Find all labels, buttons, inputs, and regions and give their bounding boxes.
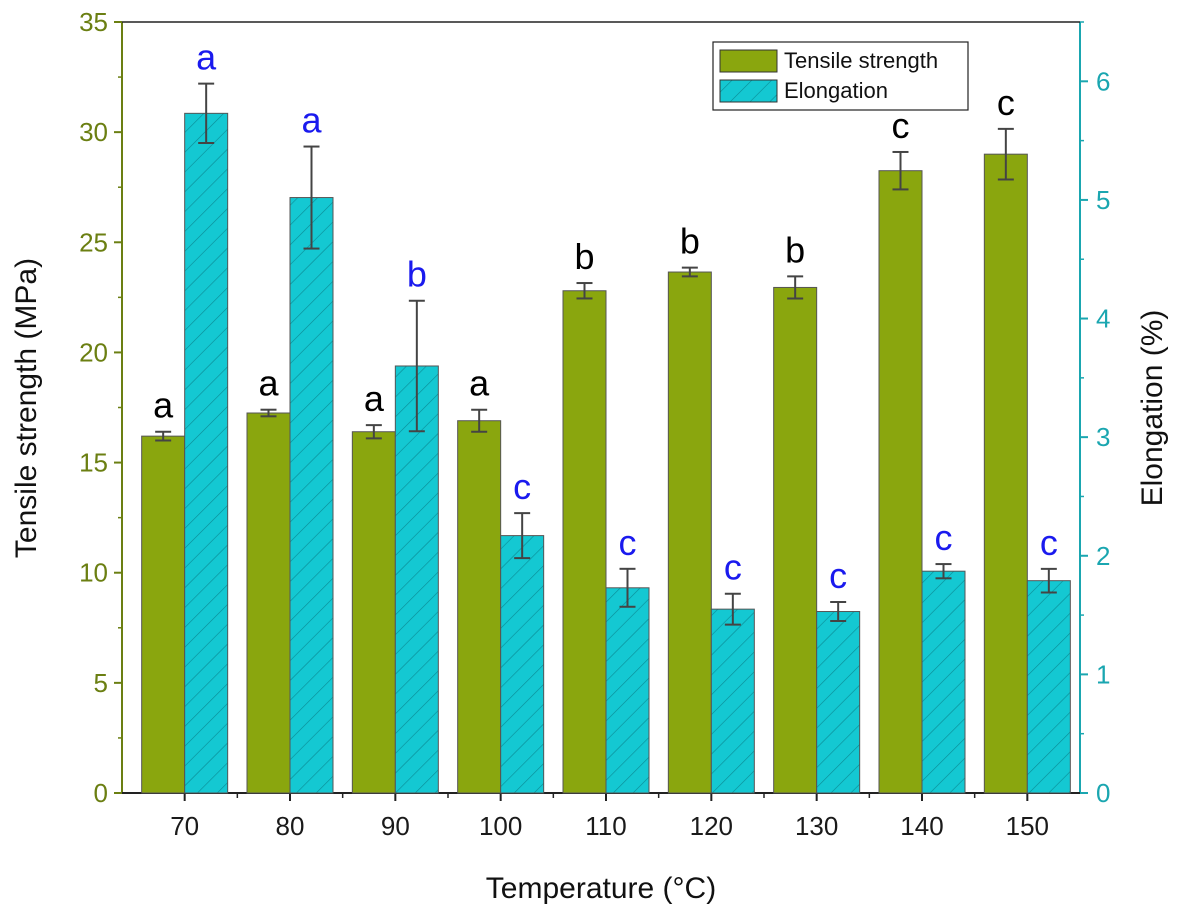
y-tick-label-right-1: 1 [1096,659,1110,689]
bar-elongation-140 [921,570,966,794]
x-tick-label-90: 90 [381,811,410,841]
bar-elongation-90 [394,365,439,794]
legend-swatch-elongation [719,79,778,103]
legend-label-elongation: Elongation [784,78,888,103]
sig-label-elongation-90: b [407,254,427,295]
y-tick-label-right-5: 5 [1096,185,1110,215]
y-tick-label-left-5: 5 [94,668,108,698]
legend-label-tensile-strength: Tensile strength [784,48,938,73]
y-axis-title-left: Tensile strength (MPa) [10,258,43,558]
legend-swatch-tensile-strength [719,49,778,73]
y-axis-title-right: Elongation (%) [1136,310,1169,507]
x-tick-label-100: 100 [479,811,522,841]
x-tick-label-130: 130 [795,811,838,841]
sig-label-tensile-strength-120: b [680,221,700,262]
sig-label-elongation-80: a [301,100,322,141]
x-tick-label-150: 150 [1006,811,1049,841]
sig-label-elongation-100: c [513,466,531,507]
x-tick-label-140: 140 [900,811,943,841]
bar-tensile-strength-100 [457,420,502,794]
x-tick-label-70: 70 [170,811,199,841]
y-tick-label-left-35: 35 [79,7,108,37]
bar-tensile-strength-120 [667,271,712,794]
sig-label-tensile-strength-100: a [469,363,490,404]
bar-tensile-strength-140 [878,170,923,794]
bar-tensile-strength-130 [773,286,818,794]
y-tick-label-left-25: 25 [79,227,108,257]
sig-label-tensile-strength-110: b [574,236,594,277]
bar-elongation-110 [605,587,650,794]
bar-elongation-70 [184,112,229,794]
x-tick-label-110: 110 [585,811,626,841]
sig-label-tensile-strength-70: a [153,385,174,426]
sig-label-tensile-strength-90: a [364,378,385,419]
sig-label-tensile-strength-80: a [258,363,279,404]
y-tick-label-left-30: 30 [79,117,108,147]
bar-elongation-80 [289,197,334,794]
y-tick-label-right-0: 0 [1096,778,1110,808]
y-tick-label-right-2: 2 [1096,541,1110,571]
bar-tensile-strength-80 [246,412,291,794]
legend: Tensile strength Elongation [712,41,969,111]
y-tick-label-left-20: 20 [79,337,108,367]
sig-label-elongation-140: c [935,517,953,558]
sig-label-elongation-120: c [724,547,742,588]
bar-tensile-strength-70 [141,435,186,794]
bar-elongation-130 [816,611,861,794]
sig-label-tensile-strength-140: c [892,105,910,146]
y-tick-label-right-6: 6 [1096,66,1110,96]
bar-elongation-120 [710,608,755,794]
bar-elongation-100 [500,535,545,794]
sig-label-elongation-110: c [619,522,637,563]
y-tick-label-left-0: 0 [94,778,108,808]
sig-label-tensile-strength-130: b [785,229,805,270]
bar-elongation-150 [1026,580,1071,794]
x-tick-label-80: 80 [276,811,305,841]
sig-label-elongation-70: a [196,37,217,78]
y-tick-label-right-4: 4 [1096,304,1110,334]
sig-label-tensile-strength-150: c [997,82,1015,123]
y-tick-label-left-15: 15 [79,448,108,478]
bar-tensile-strength-150 [983,153,1028,794]
bar-tensile-strength-90 [351,431,396,794]
bar-tensile-strength-110 [562,290,607,794]
y-tick-label-right-3: 3 [1096,422,1110,452]
sig-label-elongation-130: c [829,555,847,596]
y-tick-label-left-10: 10 [79,558,108,588]
x-axis-title: Temperature (°C) [486,872,716,905]
x-tick-label-120: 120 [690,811,733,841]
sig-label-elongation-150: c [1040,522,1058,563]
